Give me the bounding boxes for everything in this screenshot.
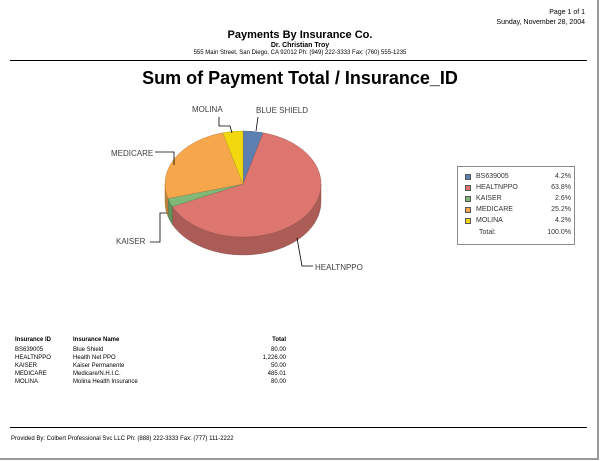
pie-slice-medicare [164,132,244,199]
legend-item: KAISER 2.6% [465,194,571,205]
company-address: 555 Main Street, San Diego, CA 92012 Ph:… [193,50,407,56]
legend-label: BS639005 [476,173,509,180]
legend-swatch [465,207,471,213]
legend-label: MEDICARE [476,206,513,213]
legend-label: KAISER [476,195,502,202]
legend-label: HEALTNPPO [476,184,518,191]
table-header-total: Total [272,337,286,343]
legend-item: MOLINA 4.2% [465,216,571,227]
legend-percent: 4.2% [555,173,571,180]
cell-insurance-name: Medicare/N.H.I.C. [73,371,121,377]
legend-total-percent: 100.0% [547,229,571,236]
pie-leaders [150,116,313,267]
legend-swatch [465,196,471,202]
legend-swatch [465,185,471,191]
slice-label: MEDICARE [111,149,153,158]
legend-total-label: Total: [479,229,496,236]
leader-line [155,151,175,165]
leader-line [218,117,233,134]
cell-total: 80.00 [270,347,286,353]
chart-legend: BS639005 4.2% HEALTNPPO 63.8% KAISER 2.6… [457,166,575,245]
legend-item: MEDICARE 25.2% [465,205,571,216]
cell-insurance-name: Health Net PPO [73,355,116,361]
cell-insurance-id: MOLINA [15,379,39,385]
legend-swatch [465,218,471,224]
pie-labels: BLUE SHIELD HEALTNPPO KAISER MEDICARE MOLINA [111,105,363,272]
leader-line [150,212,167,243]
pie-top [164,130,322,238]
company-name: Payments By Insurance Co. [227,29,373,41]
pie-slice-molina [222,130,244,185]
leader-line [296,237,313,267]
slice-label: HEALTNPPO [315,263,363,272]
slice-label: BLUE SHIELD [256,106,308,115]
cell-total: 485.01 [267,371,286,377]
cell-insurance-id: BS639005 [15,347,44,353]
doctor-name: Dr. Christian Troy [270,42,330,49]
header-divider [10,60,587,61]
footer-divider [10,427,587,428]
legend-item: BS639005 4.2% [465,172,571,183]
report-date: Sunday, November 28, 2004 [496,19,585,26]
cell-insurance-id: KAISER [15,363,38,369]
cell-insurance-id: HEALTNPPO [15,355,51,361]
legend-percent: 63.8% [551,184,571,191]
slice-label: KAISER [116,237,146,246]
pie-slice-healtnppo [172,132,322,238]
chart-title: Sum of Payment Total / Insurance_ID [142,68,458,88]
table-header-id: Insurance ID [15,337,52,343]
footer-text: Provided By: Colbert Professional Svc LL… [11,436,234,442]
table-header-name: Insurance Name [73,337,120,343]
legend-percent: 25.2% [551,206,571,213]
legend-swatch [465,174,471,180]
slice-label: MOLINA [192,105,223,114]
cell-insurance-id: MEDICARE [15,371,47,377]
legend-total: Total: 100.0% [465,228,571,239]
cell-total: 50.00 [270,363,286,369]
legend-item: HEALTNPPO 63.8% [465,183,571,194]
legend-percent: 4.2% [555,217,571,224]
cell-insurance-name: Blue Shield [73,347,104,353]
page-number: Page 1 of 1 [549,9,585,16]
pie-chart: BLUE SHIELD HEALTNPPO KAISER MEDICARE MOLINA [111,105,363,272]
legend-label: MOLINA [476,217,503,224]
leader-line [255,116,259,132]
cell-total: 1,226.00 [262,355,286,361]
cell-insurance-name: Molina Health Insurance [73,379,138,385]
cell-total: 80.00 [270,379,286,385]
cell-insurance-name: Kaiser Permanente [73,363,125,369]
legend-percent: 2.6% [555,195,571,202]
